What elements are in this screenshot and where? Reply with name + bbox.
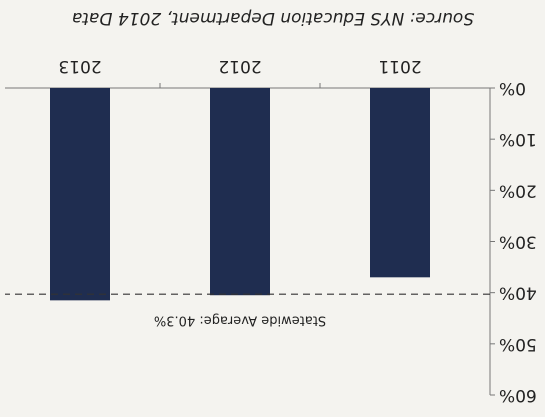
bar — [50, 88, 110, 301]
source-note: Source: NYS Education Department, 2014 D… — [72, 8, 474, 28]
y-tick-label: 20% — [499, 180, 537, 200]
x-tick-label: 2011 — [378, 56, 421, 76]
reference-label: Statewide Average: 40.3% — [154, 313, 326, 328]
bar — [210, 88, 270, 296]
x-tick-label: 2012 — [218, 56, 261, 76]
y-tick-label: 40% — [499, 283, 537, 303]
y-tick-label: 0% — [499, 78, 526, 98]
y-tick-label: 50% — [499, 334, 537, 354]
y-tick-label: 10% — [499, 129, 537, 149]
y-tick-label: 30% — [499, 232, 537, 252]
y-tick-label: 60% — [499, 385, 537, 405]
bar — [370, 88, 430, 278]
x-tick-label: 2013 — [58, 56, 101, 76]
